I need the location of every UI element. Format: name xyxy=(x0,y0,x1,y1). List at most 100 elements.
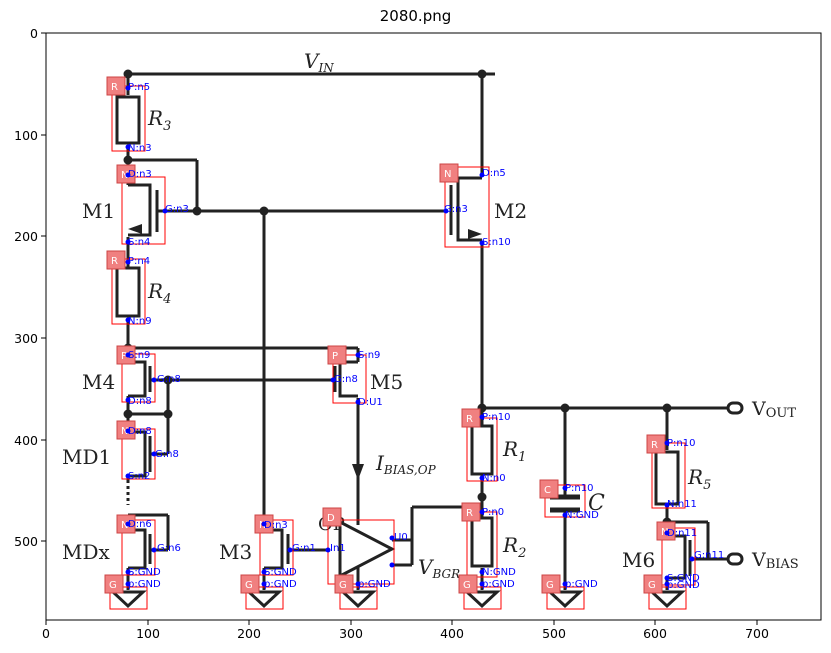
vbias-label: VBIAS xyxy=(751,549,799,572)
m5-label: M5 xyxy=(370,370,403,394)
m3-label: M3 xyxy=(219,540,252,564)
m2-label: M2 xyxy=(494,199,527,223)
pin-m1-g: G:n3 xyxy=(165,204,189,215)
m4-label: M4 xyxy=(82,370,115,394)
y-tick-label: 500 xyxy=(14,534,38,549)
x-tick-label: 200 xyxy=(237,626,261,641)
badge-g1: G xyxy=(104,574,124,594)
badge-r4: R xyxy=(106,250,126,270)
pin-r5-p: P:n10 xyxy=(667,438,695,449)
m6-label: M6 xyxy=(622,548,655,572)
svg-text:N: N xyxy=(444,169,451,180)
pin-r1-n: N:n0 xyxy=(482,473,506,484)
svg-text:G: G xyxy=(339,580,347,591)
svg-text:G: G xyxy=(245,580,253,591)
pin-m4-d: D:n8 xyxy=(128,396,152,407)
pin-m1-d: D:n3 xyxy=(128,169,152,180)
pin-r5-n: N:n11 xyxy=(667,499,697,510)
pin-r3-p: P:n5 xyxy=(128,82,150,93)
m1-label: M1 xyxy=(82,199,115,223)
badge-g6: G xyxy=(643,574,663,594)
y-tick-label: 400 xyxy=(14,433,38,448)
pin-op-out: U0 xyxy=(394,532,408,543)
pin-g6-p: p:GND xyxy=(667,580,700,591)
transistor-symbols xyxy=(128,176,692,580)
pin-g5-p: p:GND xyxy=(565,579,598,590)
x-tick-label: 500 xyxy=(542,626,566,641)
svg-text:R: R xyxy=(111,256,118,267)
pin-md1-g: G:n8 xyxy=(155,449,179,460)
svg-text:R: R xyxy=(111,82,118,93)
mdx-label: MDx xyxy=(62,540,111,564)
pin-markers xyxy=(125,85,695,587)
pin-m5-s: S:n9 xyxy=(358,350,380,361)
pin-m6-g: G:n11 xyxy=(694,550,724,561)
pin-m4-s: S:n9 xyxy=(128,350,150,361)
pin-mdx-g: G:n6 xyxy=(157,543,181,554)
pin-mdx-d: D:n6 xyxy=(128,519,152,530)
r2-label: R2 xyxy=(502,533,526,561)
r4-label: R4 xyxy=(147,279,171,307)
class-badges: R N R P N N G N G P D G N R R G C G R N … xyxy=(104,76,676,594)
badge-r5: R xyxy=(646,434,666,454)
resistor-bodies xyxy=(115,95,680,568)
pin-r2-p: P:n0 xyxy=(482,507,504,518)
pin-r1-p: P:n10 xyxy=(482,412,510,423)
badge-m5: P xyxy=(327,345,347,365)
opamp-symbol xyxy=(338,519,396,579)
y-tick-label: 100 xyxy=(14,128,38,143)
pin-m4-g: G:n8 xyxy=(157,374,181,385)
x-tick-label: 400 xyxy=(440,626,464,641)
svg-text:D: D xyxy=(327,513,335,524)
svg-text:R: R xyxy=(466,414,473,425)
c-label: C xyxy=(588,491,605,516)
svg-text:R: R xyxy=(466,508,473,519)
r1-label: R1 xyxy=(502,437,526,465)
pin-m5-d: D:U1 xyxy=(358,397,383,408)
pin-c-n: N:GND xyxy=(565,510,599,521)
y-tick-label: 200 xyxy=(14,229,38,244)
pin-m6-d: D:n11 xyxy=(667,528,697,539)
badge-g3: G xyxy=(334,574,354,594)
svg-text:G: G xyxy=(546,580,554,591)
pin-m5-g: G:n8 xyxy=(334,374,358,385)
svg-text:N: N xyxy=(121,520,128,531)
pin-c-p: P:n10 xyxy=(565,483,593,494)
svg-text:P: P xyxy=(332,351,338,362)
pin-g2-p: p:GND xyxy=(264,579,297,590)
svg-text:N: N xyxy=(121,170,128,181)
badge-r1: R xyxy=(461,408,481,428)
svg-text:R: R xyxy=(651,440,658,451)
svg-text:P: P xyxy=(121,351,127,362)
badge-r2: R xyxy=(461,502,481,522)
ibias-label: IBIAS,OP xyxy=(375,451,437,477)
x-tick-label: 0 xyxy=(42,626,50,641)
pin-m2-d: D:n5 xyxy=(482,168,506,179)
vin-label: VIN xyxy=(304,49,334,75)
x-tick-label: 300 xyxy=(339,626,363,641)
badge-g4: G xyxy=(458,574,478,594)
y-tick-label: 300 xyxy=(14,331,38,346)
x-tick-label: 600 xyxy=(643,626,667,641)
r5-label: R5 xyxy=(687,465,711,493)
svg-text:G: G xyxy=(648,580,656,591)
x-tick-labels: 0 100 200 300 400 500 600 700 xyxy=(42,626,769,641)
pin-md1-d: D:n8 xyxy=(128,426,152,437)
badge-r3: R xyxy=(106,76,126,96)
pin-g4-p: p:GND xyxy=(482,579,515,590)
r3-label: R3 xyxy=(147,106,171,134)
y-tick-label: 0 xyxy=(30,26,38,41)
figure-title: 2080.png xyxy=(379,7,452,25)
pin-m1-s: S:n4 xyxy=(128,237,150,248)
vbgr-label: VBGR xyxy=(418,555,460,581)
pin-r4-n: N:n9 xyxy=(128,316,152,327)
pin-r4-p: P:n4 xyxy=(128,256,150,267)
axis-ticks xyxy=(41,32,758,625)
ground-symbols xyxy=(109,590,686,609)
pin-m2-s: S:n10 xyxy=(482,237,511,248)
badge-g5: G xyxy=(541,574,561,594)
y-tick-labels: 0 100 200 300 400 500 xyxy=(14,26,38,549)
pin-r2-n: N:GND xyxy=(482,567,516,578)
svg-text:G: G xyxy=(463,580,471,591)
